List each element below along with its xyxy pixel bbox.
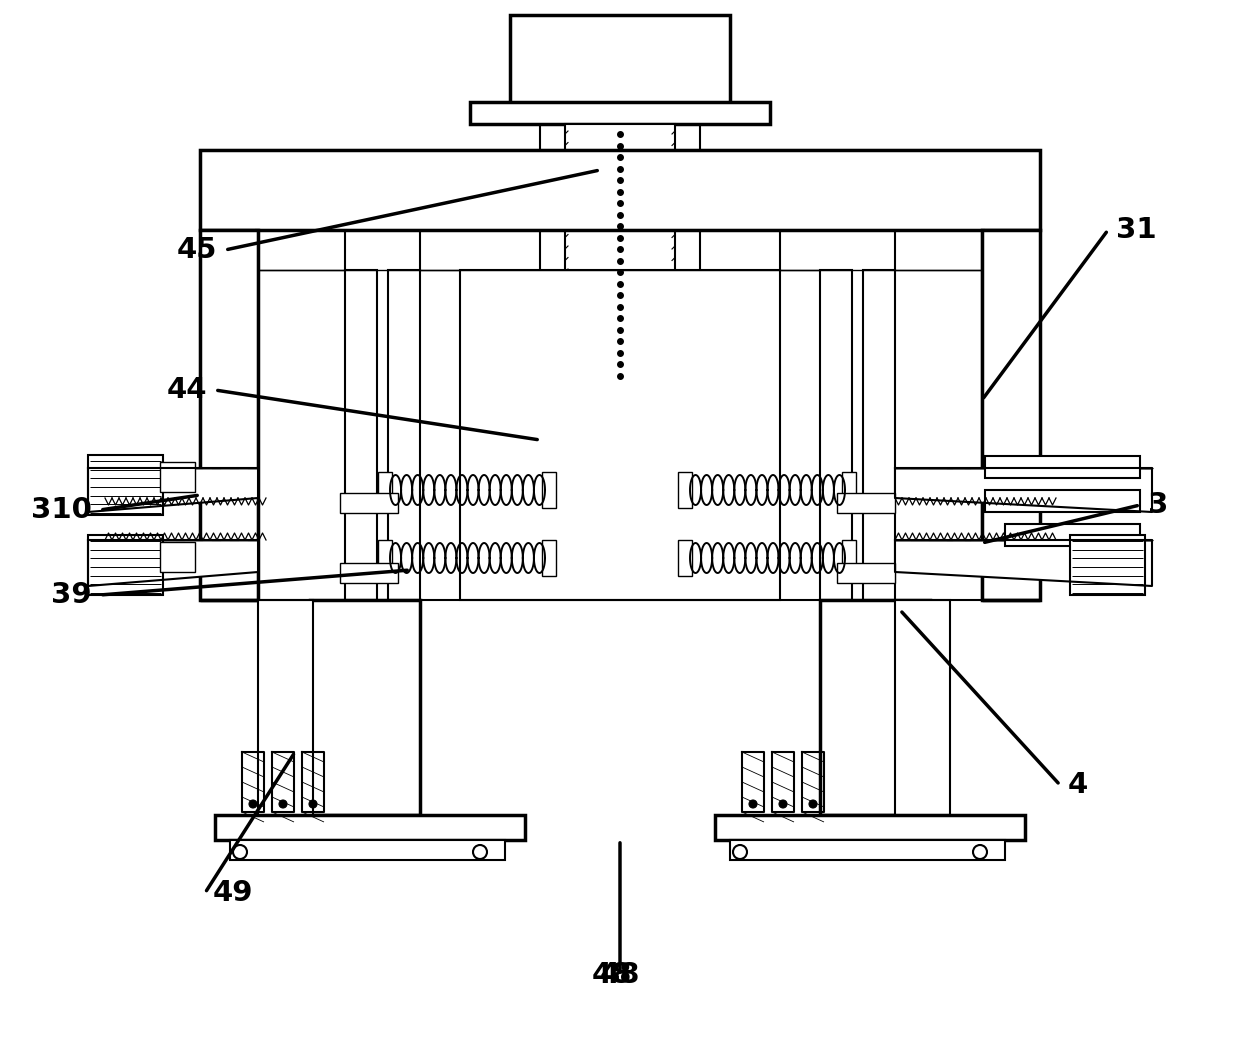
Bar <box>470 102 770 124</box>
Bar <box>310 600 420 815</box>
Bar <box>820 600 930 815</box>
Bar <box>542 472 556 508</box>
Bar <box>388 270 420 600</box>
Bar <box>715 815 1025 840</box>
Bar <box>863 270 895 600</box>
Bar <box>340 563 398 583</box>
Bar <box>982 231 1040 600</box>
Circle shape <box>472 845 487 859</box>
Circle shape <box>309 800 317 808</box>
Circle shape <box>973 845 987 859</box>
Bar <box>200 150 1040 231</box>
Text: 310: 310 <box>31 496 92 524</box>
Polygon shape <box>88 468 258 512</box>
Bar <box>160 462 195 492</box>
Text: 48: 48 <box>600 961 640 989</box>
Circle shape <box>233 845 247 859</box>
Bar <box>378 472 392 508</box>
Polygon shape <box>895 540 1152 586</box>
Circle shape <box>249 800 257 808</box>
Text: 44: 44 <box>166 375 207 404</box>
Bar <box>378 540 392 576</box>
Bar <box>837 493 895 513</box>
Bar <box>510 15 730 105</box>
Bar <box>982 231 1040 600</box>
Bar <box>985 490 1140 512</box>
Bar <box>88 535 162 595</box>
Bar <box>539 418 701 438</box>
Polygon shape <box>88 540 258 586</box>
Text: 3: 3 <box>1148 491 1168 519</box>
Bar <box>345 270 377 600</box>
Bar <box>542 540 556 576</box>
Text: 48: 48 <box>591 961 632 989</box>
Text: 4: 4 <box>1068 771 1089 799</box>
Bar <box>258 600 312 815</box>
Text: 49: 49 <box>213 879 253 907</box>
Bar <box>820 270 852 600</box>
Bar <box>842 540 856 576</box>
Bar <box>460 270 780 600</box>
Bar <box>215 815 525 840</box>
Bar <box>88 455 162 515</box>
Bar <box>985 456 1140 478</box>
Bar <box>1070 535 1145 595</box>
Bar <box>200 231 258 600</box>
Circle shape <box>779 800 787 808</box>
Circle shape <box>808 800 817 808</box>
Bar <box>340 493 398 513</box>
Bar <box>842 472 856 508</box>
Bar <box>837 563 895 583</box>
Bar <box>1004 524 1140 545</box>
Bar <box>895 600 950 815</box>
Bar <box>565 124 675 404</box>
Bar <box>200 231 258 600</box>
Text: 45: 45 <box>176 236 217 264</box>
Bar <box>200 150 1040 231</box>
Bar <box>730 840 1004 860</box>
Polygon shape <box>895 468 1152 512</box>
Bar <box>160 542 195 572</box>
Bar <box>556 398 684 420</box>
Bar <box>678 540 692 576</box>
Bar <box>525 436 715 454</box>
Circle shape <box>279 800 286 808</box>
Bar <box>229 840 505 860</box>
Circle shape <box>733 845 746 859</box>
Bar <box>678 472 692 508</box>
Circle shape <box>749 800 756 808</box>
Text: 39: 39 <box>51 581 92 609</box>
Text: 31: 31 <box>1116 216 1157 244</box>
